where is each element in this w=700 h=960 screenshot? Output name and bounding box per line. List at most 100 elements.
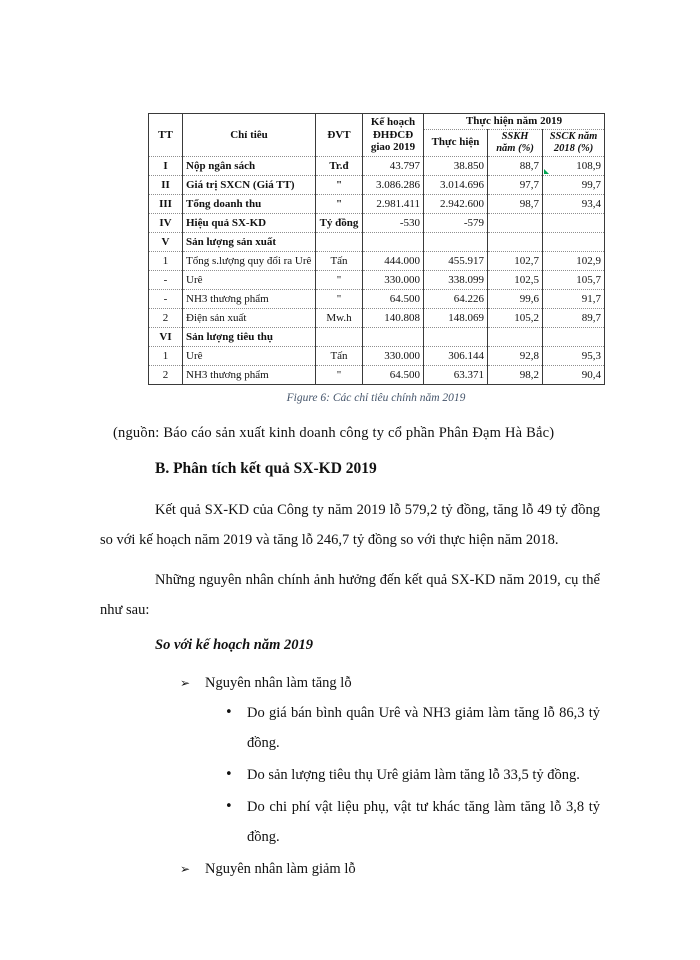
list-item-label: Nguyên nhân làm giảm lỗ bbox=[205, 861, 356, 877]
cell-tt: 1 bbox=[148, 250, 183, 271]
cell-unit: " bbox=[315, 364, 363, 385]
comment-marker-icon bbox=[544, 168, 549, 174]
cell-unit: Tấn bbox=[315, 345, 363, 366]
cell-plan: 64.500 bbox=[362, 288, 424, 309]
body-text-area: (nguồn: Báo cáo sản xuất kinh doanh công… bbox=[100, 425, 600, 884]
cell-sskh: 98,7 bbox=[487, 193, 543, 214]
cell-actual bbox=[423, 326, 488, 347]
cell-ssck: 105,7 bbox=[541, 269, 606, 290]
cell-tt: IV bbox=[148, 212, 183, 233]
table-row: V Sản lượng sản xuất bbox=[148, 231, 606, 252]
cell-actual: 38.850 bbox=[423, 155, 488, 176]
cell-actual: 455.917 bbox=[423, 250, 488, 271]
list-item-text: Do chi phí vật liệu phụ, vật tư khác tăn… bbox=[247, 799, 600, 845]
table-row: IV Hiệu quả SX-KD Tỷ đồng -530 -579 bbox=[148, 212, 606, 233]
cell-ssck: 108,9 bbox=[541, 155, 606, 176]
cell-tt: - bbox=[148, 269, 183, 290]
indicators-table: TT Chỉ tiêu ĐVT Kế hoạch ĐHĐCĐ giao 2019… bbox=[148, 113, 606, 385]
col-header-chi-tieu: Chỉ tiêu bbox=[182, 113, 316, 157]
cell-plan bbox=[362, 231, 424, 252]
dot-bullet-icon: • bbox=[225, 767, 233, 782]
cell-ssck: 99,7 bbox=[541, 174, 606, 195]
col-header-tt: TT bbox=[148, 113, 183, 157]
cell-tt: II bbox=[148, 174, 183, 195]
table-header: TT Chỉ tiêu ĐVT Kế hoạch ĐHĐCĐ giao 2019… bbox=[148, 113, 606, 157]
cell-name: Urê bbox=[182, 269, 316, 290]
cell-name: NH3 thương phẩm bbox=[182, 364, 316, 385]
arrow-bullet-icon: ➢ bbox=[180, 862, 191, 876]
cell-ssck: 89,7 bbox=[541, 307, 606, 328]
cell-plan: 2.981.411 bbox=[362, 193, 424, 214]
cell-sskh: 99,6 bbox=[487, 288, 543, 309]
cell-name: Hiệu quả SX-KD bbox=[182, 212, 316, 233]
cell-actual: 63.371 bbox=[423, 364, 488, 385]
figure-table-area: TT Chỉ tiêu ĐVT Kế hoạch ĐHĐCĐ giao 2019… bbox=[148, 113, 606, 404]
cell-name: Tổng doanh thu bbox=[182, 193, 316, 214]
cell-sskh: 105,2 bbox=[487, 307, 543, 328]
cell-actual: 3.014.696 bbox=[423, 174, 488, 195]
cell-plan bbox=[362, 326, 424, 347]
cell-ssck: 95,3 bbox=[541, 345, 606, 366]
cell-sskh bbox=[487, 212, 543, 233]
cell-ssck bbox=[541, 212, 606, 233]
cell-actual: -579 bbox=[423, 212, 488, 233]
table-row: - Urê " 330.000 338.099 102,5 105,7 bbox=[148, 269, 606, 290]
cell-actual: 306.144 bbox=[423, 345, 488, 366]
cell-actual: 64.226 bbox=[423, 288, 488, 309]
cell-name: Nộp ngân sách bbox=[182, 155, 316, 176]
cell-actual bbox=[423, 231, 488, 252]
arrow-bullet-icon: ➢ bbox=[180, 676, 191, 690]
col-header-ssck: SSCK năm 2018 (%) bbox=[541, 128, 606, 157]
cell-plan: -530 bbox=[362, 212, 424, 233]
cell-actual: 2.942.600 bbox=[423, 193, 488, 214]
cell-name: Giá trị SXCN (Giá TT) bbox=[182, 174, 316, 195]
dot-bullet-icon: • bbox=[225, 799, 233, 814]
cell-name: Tổng s.lượng quy đổi ra Urê bbox=[182, 250, 316, 271]
list-item-increase-loss: ➢ Nguyên nhân làm tăng lỗ bbox=[180, 668, 600, 698]
cell-tt: - bbox=[148, 288, 183, 309]
cell-name: Điện sản xuất bbox=[182, 307, 316, 328]
table-row: II Giá trị SXCN (Giá TT) " 3.086.286 3.014.6… bbox=[148, 174, 606, 195]
cell-name: Sản lượng sản xuất bbox=[182, 231, 316, 252]
list-item: • Do giá bán bình quân Urê và NH3 giảm l… bbox=[225, 698, 600, 758]
cell-name: Urê bbox=[182, 345, 316, 366]
cell-actual: 338.099 bbox=[423, 269, 488, 290]
cell-ssck: 102,9 bbox=[541, 250, 606, 271]
cell-ssck: 93,4 bbox=[541, 193, 606, 214]
col-header-sskh: SSKH năm (%) bbox=[487, 128, 543, 157]
cell-tt: 1 bbox=[148, 345, 183, 366]
table-row: I Nộp ngân sách Tr.đ 43.797 38.850 88,7 108,9 bbox=[148, 155, 606, 176]
table-row: - NH3 thương phẩm " 64.500 64.226 99,6 91,7 bbox=[148, 288, 606, 309]
cell-tt: 2 bbox=[148, 307, 183, 328]
cell-unit: Mw.h bbox=[315, 307, 363, 328]
cell-unit bbox=[315, 231, 363, 252]
cell-ssck: 91,7 bbox=[541, 288, 606, 309]
list-item: • Do chi phí vật liệu phụ, vật tư khác t… bbox=[225, 792, 600, 852]
cell-unit: " bbox=[315, 288, 363, 309]
cell-tt: 2 bbox=[148, 364, 183, 385]
col-header-dvt: ĐVT bbox=[315, 113, 363, 157]
list-item-decrease-loss: ➢ Nguyên nhân làm giảm lỗ bbox=[180, 854, 600, 884]
cell-unit: " bbox=[315, 269, 363, 290]
cell-sskh bbox=[487, 231, 543, 252]
list-item-label: Nguyên nhân làm tăng lỗ bbox=[205, 675, 352, 691]
list-item-text: Do giá bán bình quân Urê và NH3 giảm làm… bbox=[247, 705, 600, 751]
cell-sskh: 97,7 bbox=[487, 174, 543, 195]
cell-unit: Tỷ đồng bbox=[315, 212, 363, 233]
col-header-thuc-hien-nam: Thực hiện năm 2019 bbox=[422, 113, 606, 130]
cell-sskh bbox=[487, 326, 543, 347]
cell-plan: 330.000 bbox=[362, 345, 424, 366]
table-row: VI Sản lượng tiêu thụ bbox=[148, 326, 606, 347]
source-line: (nguồn: Báo cáo sản xuất kinh doanh công… bbox=[113, 425, 555, 441]
cell-name: Sản lượng tiêu thụ bbox=[182, 326, 316, 347]
cell-plan: 330.000 bbox=[362, 269, 424, 290]
cell-plan: 64.500 bbox=[362, 364, 424, 385]
cell-plan: 140.808 bbox=[362, 307, 424, 328]
col-header-thuc-hien: Thực hiện bbox=[423, 128, 488, 157]
col-header-ke-hoach: Kế hoạch ĐHĐCĐ giao 2019 bbox=[362, 113, 424, 157]
table-row: 1 Tổng s.lượng quy đổi ra Urê Tấn 444.000 45… bbox=[148, 250, 606, 271]
cell-ssck: 90,4 bbox=[541, 364, 606, 385]
cell-ssck bbox=[541, 326, 606, 347]
cell-unit bbox=[315, 326, 363, 347]
